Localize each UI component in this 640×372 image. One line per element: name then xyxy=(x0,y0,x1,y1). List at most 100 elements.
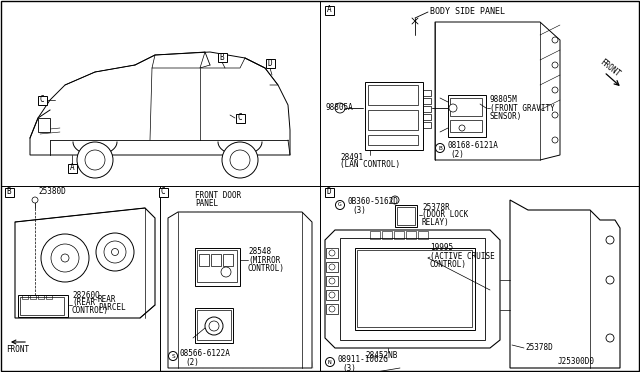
Circle shape xyxy=(335,201,344,209)
Text: G: G xyxy=(338,202,342,208)
Circle shape xyxy=(77,142,113,178)
Bar xyxy=(326,262,338,272)
Bar xyxy=(197,250,237,282)
Bar xyxy=(266,58,275,67)
Circle shape xyxy=(32,197,38,203)
Bar xyxy=(195,248,240,286)
Bar xyxy=(382,231,392,239)
Circle shape xyxy=(104,241,126,263)
Text: C: C xyxy=(237,113,243,122)
Bar xyxy=(394,231,404,239)
Polygon shape xyxy=(168,212,312,368)
Text: 25378R: 25378R xyxy=(422,202,450,212)
Bar xyxy=(450,98,482,116)
Circle shape xyxy=(435,144,445,153)
Bar xyxy=(195,308,233,343)
Text: PARCEL: PARCEL xyxy=(98,304,125,312)
Circle shape xyxy=(449,104,457,112)
Text: 28548: 28548 xyxy=(248,247,271,257)
Circle shape xyxy=(168,352,177,360)
Bar xyxy=(397,207,415,225)
Text: 25380D: 25380D xyxy=(38,187,66,196)
Bar xyxy=(38,295,44,299)
Bar xyxy=(67,164,77,173)
Circle shape xyxy=(329,306,335,312)
Text: REAR: REAR xyxy=(98,295,116,305)
Text: (3): (3) xyxy=(342,363,356,372)
Bar xyxy=(368,85,418,105)
Text: 0B360-5162D: 0B360-5162D xyxy=(347,198,398,206)
Text: 28260Q: 28260Q xyxy=(72,291,100,299)
Bar xyxy=(326,290,338,300)
Text: 28491: 28491 xyxy=(340,154,363,163)
Bar xyxy=(423,122,431,128)
Bar xyxy=(236,113,244,122)
Circle shape xyxy=(221,267,231,277)
Text: (REAR: (REAR xyxy=(72,298,95,308)
Bar xyxy=(395,205,417,227)
Circle shape xyxy=(85,150,105,170)
Circle shape xyxy=(391,196,399,204)
Text: FRONT DOOR: FRONT DOOR xyxy=(195,192,241,201)
Polygon shape xyxy=(15,208,155,318)
Text: J25300D0: J25300D0 xyxy=(558,357,595,366)
Text: 08566-6122A: 08566-6122A xyxy=(180,350,231,359)
Text: S: S xyxy=(171,353,175,359)
Text: 08911-1062G: 08911-1062G xyxy=(337,356,388,365)
Bar xyxy=(368,110,418,130)
Polygon shape xyxy=(435,22,560,160)
Bar xyxy=(365,82,423,150)
Bar xyxy=(326,248,338,258)
Polygon shape xyxy=(30,52,290,155)
Circle shape xyxy=(205,317,223,335)
Circle shape xyxy=(230,150,250,170)
Text: CONTROL): CONTROL) xyxy=(72,307,109,315)
Text: PANEL: PANEL xyxy=(195,199,218,208)
Text: FRONT: FRONT xyxy=(598,57,622,78)
Circle shape xyxy=(209,321,219,331)
Bar xyxy=(211,254,221,266)
Bar xyxy=(368,135,418,145)
Circle shape xyxy=(329,292,335,298)
Text: D: D xyxy=(326,187,332,196)
Text: (FRONT GRAVITY: (FRONT GRAVITY xyxy=(490,103,555,112)
Bar xyxy=(223,254,233,266)
Circle shape xyxy=(326,357,335,366)
Bar xyxy=(20,297,64,315)
Text: SENSOR): SENSOR) xyxy=(490,112,522,121)
Text: (3): (3) xyxy=(352,205,366,215)
Text: 08168-6121A: 08168-6121A xyxy=(447,141,498,151)
Circle shape xyxy=(41,234,89,282)
Polygon shape xyxy=(510,200,620,368)
Bar xyxy=(357,250,472,327)
Bar xyxy=(406,231,416,239)
Text: D: D xyxy=(268,58,272,67)
Text: N: N xyxy=(328,359,332,365)
Circle shape xyxy=(552,87,558,93)
Circle shape xyxy=(329,278,335,284)
Bar xyxy=(324,187,333,196)
Circle shape xyxy=(552,37,558,43)
Bar xyxy=(423,106,431,112)
Bar xyxy=(38,96,47,105)
Text: B: B xyxy=(438,145,442,151)
Circle shape xyxy=(606,276,614,284)
Text: B: B xyxy=(220,52,224,61)
Bar xyxy=(448,95,486,137)
Bar xyxy=(418,231,428,239)
Circle shape xyxy=(552,137,558,143)
Circle shape xyxy=(329,250,335,256)
Circle shape xyxy=(552,112,558,118)
Circle shape xyxy=(329,264,335,270)
Circle shape xyxy=(96,233,134,271)
Circle shape xyxy=(222,142,258,178)
Circle shape xyxy=(459,125,465,131)
Bar xyxy=(30,295,36,299)
Bar xyxy=(46,295,52,299)
Polygon shape xyxy=(325,230,500,348)
Bar xyxy=(370,231,380,239)
Bar xyxy=(197,310,231,340)
Bar xyxy=(324,6,333,15)
Bar xyxy=(340,238,485,340)
Bar xyxy=(159,187,168,196)
